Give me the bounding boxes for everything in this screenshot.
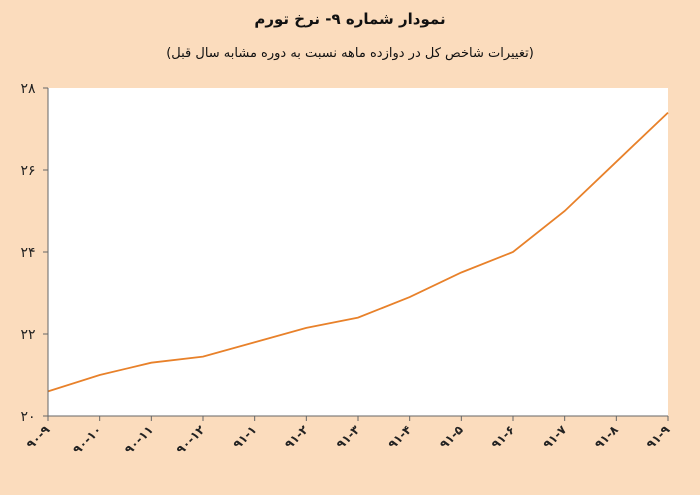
x-tick-label: ۹۱-۶ [489, 423, 518, 452]
plot-area [48, 88, 668, 416]
series-line [47, 111, 669, 393]
x-tick-label: ۹۰-۱۲ [173, 422, 208, 457]
y-tick-label: ۲۸ [20, 81, 36, 97]
y-tick-label: ۲۰ [20, 409, 35, 425]
x-tick-label: ۹۰-۱۰ [70, 423, 104, 457]
x-tick-label: ۹۱-۸ [592, 422, 621, 451]
y-tick-label: ۲۶ [20, 163, 35, 179]
y-tick-label: ۲۴ [20, 245, 35, 261]
x-tick-label: ۹۱-۵ [437, 423, 466, 452]
x-tick-label: ۹۱-۲ [282, 422, 311, 451]
x-tick-label: ۹۱-۷ [540, 422, 569, 451]
x-tick-label: ۹۱-۳ [334, 422, 363, 451]
y-tick-label: ۲۲ [20, 327, 35, 343]
x-tick-label: ۹۰-۹ [24, 422, 53, 451]
x-tick-label: ۹۱-۹ [644, 422, 673, 451]
chart-title: نمودار شماره ۹- نرخ تورم [254, 10, 446, 28]
x-tick-label: ۹۱-۴ [385, 423, 414, 452]
x-tick-label: ۹۱-۱ [230, 423, 259, 452]
chart-subtitle: (تغییرات شاخص کل در دوازده ماهه نسبت به … [166, 46, 534, 61]
x-tick-label: ۹۰-۱۱ [122, 423, 156, 457]
